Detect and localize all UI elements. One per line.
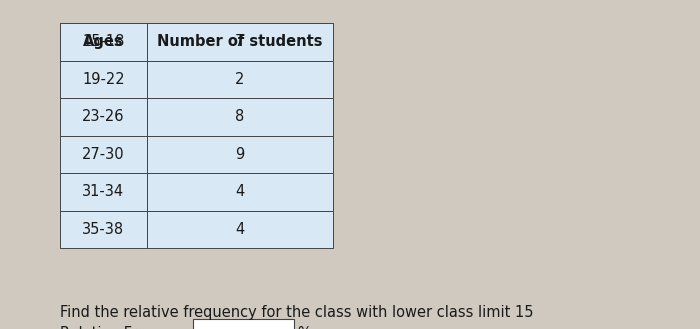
Bar <box>60 23 147 61</box>
Bar <box>60 61 147 98</box>
Bar <box>60 136 147 173</box>
Text: 4: 4 <box>235 184 244 199</box>
Text: 7: 7 <box>235 34 244 49</box>
Bar <box>60 173 147 211</box>
Bar <box>60 23 147 61</box>
Bar <box>147 98 332 136</box>
Text: 27-30: 27-30 <box>82 147 125 162</box>
Bar <box>60 98 147 136</box>
Bar <box>147 23 332 61</box>
Text: 4: 4 <box>235 222 244 237</box>
Text: 2: 2 <box>235 72 244 87</box>
Text: 8: 8 <box>235 109 244 124</box>
Bar <box>147 23 332 61</box>
Text: 19-22: 19-22 <box>82 72 125 87</box>
FancyBboxPatch shape <box>193 319 294 329</box>
Text: 31-34: 31-34 <box>82 184 125 199</box>
Text: Relative Frequency =: Relative Frequency = <box>60 326 216 329</box>
Bar <box>147 173 332 211</box>
Text: 9: 9 <box>235 147 244 162</box>
Text: 35-38: 35-38 <box>82 222 125 237</box>
Text: 23-26: 23-26 <box>82 109 125 124</box>
Bar <box>147 211 332 248</box>
Text: Number of students: Number of students <box>157 34 323 49</box>
Text: 15-18: 15-18 <box>82 34 125 49</box>
Text: %: % <box>298 326 312 329</box>
Bar <box>147 61 332 98</box>
Bar <box>147 136 332 173</box>
Text: Find the relative frequency for the class with lower class limit 15: Find the relative frequency for the clas… <box>60 305 533 320</box>
Bar <box>60 211 147 248</box>
Text: Ages: Ages <box>83 34 124 49</box>
